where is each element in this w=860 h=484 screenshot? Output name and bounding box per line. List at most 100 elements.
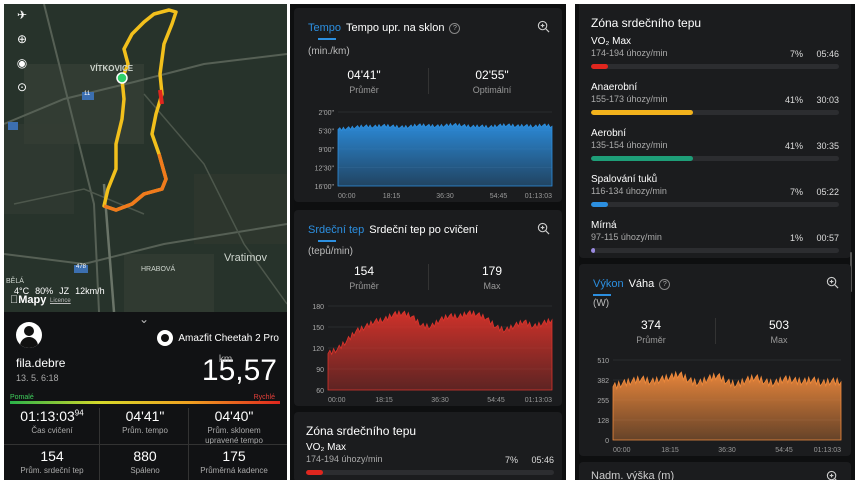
hr-max: 179 Max [481, 264, 503, 291]
zones-title: Zóna srdečního tepu [591, 16, 702, 30]
zone-range: 97-115 úhozy/min [591, 232, 662, 242]
zone-time: 00:57 [816, 233, 839, 243]
tab-underline [593, 294, 611, 296]
route-map[interactable]: ✈ ⊕ ◉ ⊙ VÍTKOVICE Vratimov HRABOVÁ BĚLÁ … [4, 4, 287, 312]
stat-cadence: 175 Průměrná kadence [200, 448, 268, 475]
tab-gap[interactable]: Tempo upr. na sklon [346, 22, 445, 34]
avatar[interactable] [16, 322, 42, 348]
heart-rate-chart[interactable]: 180 150 120 90 60 00:00 18:15 36:30 54:45 01:13:0… [294, 300, 562, 406]
zone-time: 05:46 [816, 49, 839, 59]
stat-gap: 04'40" Prům. sklonem upravené tempo [205, 408, 263, 445]
y-tick-label: 9'00" [318, 147, 334, 154]
zone-percent: 7% [789, 49, 803, 59]
map-graphics [4, 4, 287, 312]
hr-zones-card: Zóna srdečního tepu VO₂ Max 174-194 úhozy… [579, 4, 851, 258]
zoom-in-icon[interactable] [826, 470, 839, 480]
divider [4, 444, 287, 445]
zone-name: Aerobní [591, 128, 627, 139]
power-chart[interactable]: 510 382 255 128 0 00:00 18:15 36:30 54:45 01:13:0… [579, 354, 851, 456]
x-tick-label: 18:15 [383, 193, 401, 200]
locate-icon[interactable]: ⊙ [16, 80, 28, 94]
weather-humidity: 80% [35, 286, 54, 296]
hr-unit: (tepů/min) [308, 246, 354, 257]
zone-track [591, 248, 839, 253]
zone-range: 155-173 úhozy/min [591, 94, 668, 104]
info-icon[interactable]: ? [449, 22, 461, 34]
pace-unit: (min./km) [308, 46, 350, 57]
hr-zones-card-preview: Zóna srdečního tepu VO₂ Max 174-194 úhoz… [294, 412, 562, 480]
stat-duration: 01:13:0394 Čas cvičení [20, 408, 84, 435]
zoom-in-icon[interactable] [826, 276, 839, 289]
series-area [337, 122, 553, 187]
route-track [102, 8, 178, 212]
zones-title: Zóna srdečního tepu [306, 424, 417, 438]
zone-fill [591, 202, 609, 207]
maps-brand: Mapy [10, 294, 46, 306]
zone-percent: 41% [784, 95, 803, 105]
zones-power-panel: Zóna srdečního tepu VO₂ Max 174-194 úhozy… [575, 4, 855, 480]
zone-item: Spalování tuků 116-134 úhozy/min 7% 05:22 [591, 174, 839, 207]
speed-slow-label: Pomalé [10, 394, 34, 401]
zone-fill [591, 64, 609, 69]
zoom-in-icon[interactable] [537, 222, 550, 235]
stat-calories: 880 Spáleno [130, 448, 160, 475]
weather-info: 4°C 80% JZ 12km/h [14, 286, 105, 296]
divider [715, 318, 716, 344]
x-tick-label: 54:45 [487, 397, 505, 404]
x-tick-label: 18:15 [375, 397, 393, 404]
scrollbar[interactable] [850, 252, 852, 292]
x-tick-label: 36:30 [718, 447, 736, 454]
divider [428, 68, 429, 94]
zone-track [591, 202, 839, 207]
zone-name: Anaerobní [591, 82, 638, 93]
x-tick-label: 36:30 [436, 193, 454, 200]
zone-track [591, 156, 839, 161]
zone-fill [591, 248, 595, 253]
device-name: Amazfit Cheetah 2 Pro [178, 332, 279, 344]
legal-link[interactable]: Licence [50, 298, 71, 304]
globe-icon[interactable]: ⊕ [16, 32, 28, 46]
chevron-down-icon[interactable]: ⌄ [139, 312, 150, 326]
map-layers-icon[interactable]: ✈ [16, 8, 28, 22]
series-area [327, 309, 553, 391]
tab-pace[interactable]: Tempo [308, 22, 342, 34]
x-tick-label: 36:30 [431, 397, 449, 404]
elevation-title: Nadm. výška (m) [591, 470, 675, 480]
zone-percent: 1% [789, 233, 803, 243]
weather-temp: 4°C [14, 286, 30, 296]
stat-avg-hr: 154 Prům. srdeční tep [20, 448, 84, 475]
road-number: 11 [84, 91, 91, 97]
tab-weight[interactable]: Váha [628, 278, 655, 290]
eye-icon[interactable]: ◉ [16, 56, 28, 70]
zone-item: VO₂ Max 174-194 úhozy/min 7% 05:46 [591, 36, 839, 69]
y-tick-label: 2'00" [318, 110, 334, 117]
speed-fast-label: Rychlé [253, 394, 275, 401]
zone-fill [591, 110, 693, 115]
x-tick-label: 18:15 [661, 447, 679, 454]
pace-chart[interactable]: 2'00" 5'30" 9'00" 12'30" 16'00"00:00 18:15 36:… [294, 106, 562, 202]
zone-time: 30:35 [816, 141, 839, 151]
zoom-in-icon[interactable] [537, 20, 550, 33]
info-icon[interactable]: ? [659, 278, 671, 290]
distance: 15,57 km [202, 354, 277, 388]
y-tick-label: 90 [316, 367, 324, 374]
tab-heart-rate[interactable]: Srdeční tep [308, 224, 365, 236]
pace-card: Tempo Tempo upr. na sklon ? (min./km) 04… [294, 8, 562, 202]
zone-range: 116-134 úhozy/min [591, 186, 667, 196]
zone-track [591, 110, 839, 115]
y-tick-label: 0 [605, 438, 609, 445]
y-tick-label: 12'30" [315, 166, 335, 173]
zone-time: 05:22 [816, 187, 839, 197]
tab-power[interactable]: Výkon [593, 278, 624, 290]
divider [99, 408, 100, 480]
workout-summary-panel: ✈ ⊕ ◉ ⊙ VÍTKOVICE Vratimov HRABOVÁ BĚLÁ … [4, 4, 287, 480]
power-unit: (W) [593, 298, 610, 309]
x-tick-label: 00:00 [328, 397, 346, 404]
y-tick-label: 60 [316, 388, 324, 395]
weather-wind-dir: JZ [59, 286, 70, 296]
divider [428, 264, 429, 290]
y-tick-label: 16'00" [315, 184, 335, 191]
heart-rate-card: Srdeční tep Srdeční tep po cvičení (tepů… [294, 210, 562, 406]
y-tick-label: 120 [312, 346, 324, 353]
tab-recovery-hr[interactable]: Srdeční tep po cvičení [369, 224, 479, 236]
